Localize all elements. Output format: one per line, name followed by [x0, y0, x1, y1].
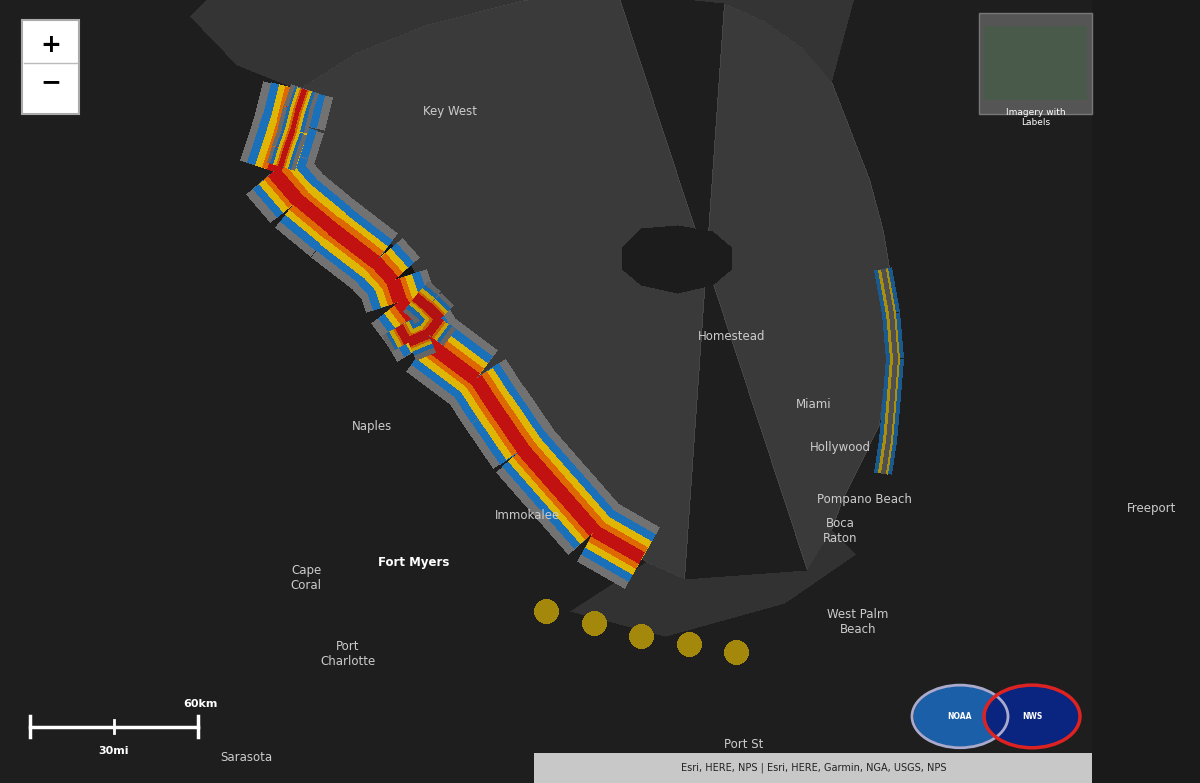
Text: Freeport: Freeport	[1127, 503, 1177, 515]
FancyBboxPatch shape	[979, 13, 1092, 114]
FancyBboxPatch shape	[22, 20, 79, 114]
Text: 30mi: 30mi	[98, 746, 130, 756]
Text: NWS: NWS	[1022, 712, 1042, 721]
Text: Esri, HERE, NPS | Esri, HERE, Garmin, NGA, USGS, NPS: Esri, HERE, NPS | Esri, HERE, Garmin, NG…	[680, 763, 947, 774]
Text: Imagery with
Labels: Imagery with Labels	[1006, 108, 1066, 128]
FancyBboxPatch shape	[984, 26, 1087, 100]
Text: Cape
Coral: Cape Coral	[290, 564, 322, 592]
Text: Miami: Miami	[796, 398, 832, 410]
Text: Homestead: Homestead	[698, 330, 766, 343]
Text: Sarasota: Sarasota	[220, 752, 272, 764]
Text: Naples: Naples	[352, 420, 392, 433]
Circle shape	[986, 687, 1078, 746]
FancyBboxPatch shape	[1092, 0, 1200, 783]
Text: Port
Charlotte: Port Charlotte	[320, 640, 376, 668]
Circle shape	[914, 687, 1006, 746]
Text: Hollywood: Hollywood	[810, 442, 870, 454]
Text: +: +	[40, 34, 61, 57]
Text: −: −	[40, 70, 61, 94]
Text: Key West: Key West	[424, 105, 478, 117]
Text: NOAA: NOAA	[948, 712, 972, 721]
Text: 60km: 60km	[184, 699, 217, 709]
Text: Port St
Lucie: Port St Lucie	[725, 738, 763, 766]
FancyBboxPatch shape	[534, 753, 1092, 783]
Text: Boca
Raton: Boca Raton	[823, 517, 857, 545]
Text: Immokalee: Immokalee	[496, 509, 560, 521]
Text: Pompano Beach: Pompano Beach	[816, 493, 912, 506]
Text: West Palm
Beach: West Palm Beach	[827, 608, 889, 637]
Text: Fort Myers: Fort Myers	[378, 556, 450, 568]
